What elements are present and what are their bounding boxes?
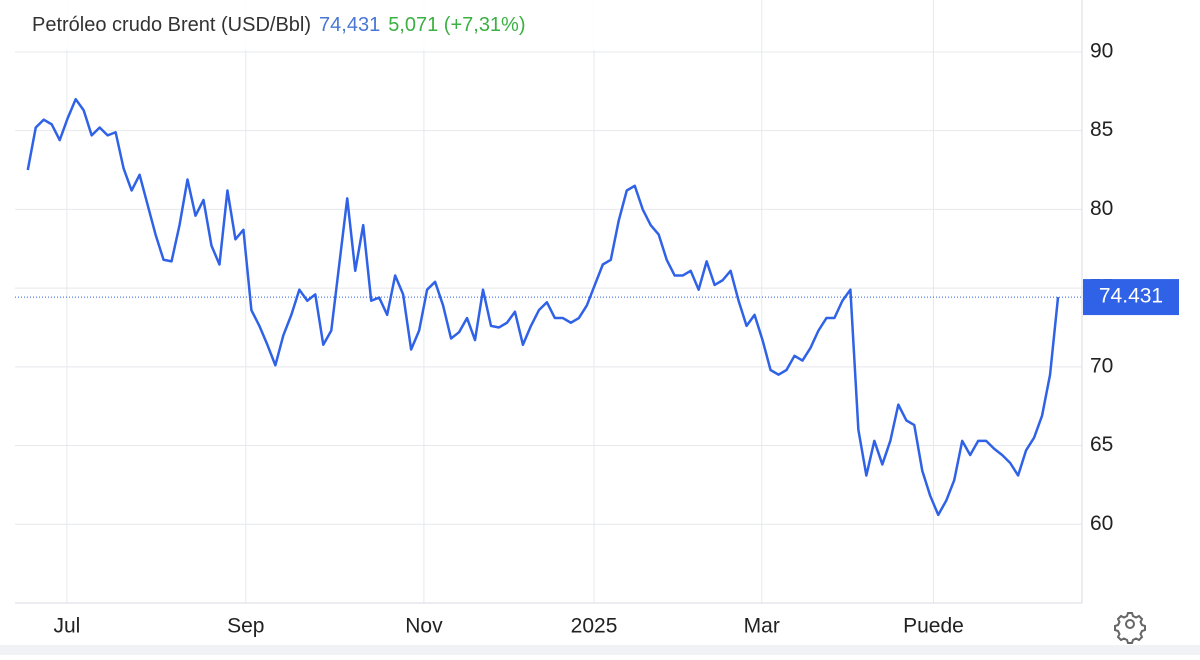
y-tick-label: 60	[1090, 512, 1113, 535]
chart-title: Petróleo crudo Brent (USD/Bbl)	[32, 14, 311, 36]
grid	[15, 0, 1082, 603]
header: Petróleo crudo Brent (USD/Bbl) 74,431 5,07…	[32, 14, 526, 36]
price-line	[26, 97, 1060, 517]
y-tick-label: 65	[1090, 433, 1113, 456]
last-price-tag	[1083, 279, 1179, 316]
bottom-strip	[0, 645, 1200, 655]
y-tick-label: 70	[1090, 354, 1113, 377]
header-backdrop	[0, 0, 640, 50]
x-tick-label: Sep	[227, 615, 264, 638]
last-price-label: 74.431	[1099, 285, 1163, 308]
settings-icon[interactable]	[1114, 612, 1146, 644]
header-price: 74,431	[319, 14, 380, 36]
x-tick-label: Mar	[744, 615, 780, 638]
x-tick-label: Puede	[903, 615, 964, 638]
x-tick-label: 2025	[571, 615, 618, 638]
x-tick-label: Jul	[53, 615, 80, 638]
y-tick-label: 85	[1090, 118, 1113, 141]
y-tick-label: 80	[1090, 197, 1113, 220]
header-change: 5,071 (+7,31%)	[388, 14, 525, 36]
y-tick-label: 90	[1090, 40, 1113, 63]
x-tick-label: Nov	[405, 615, 443, 638]
